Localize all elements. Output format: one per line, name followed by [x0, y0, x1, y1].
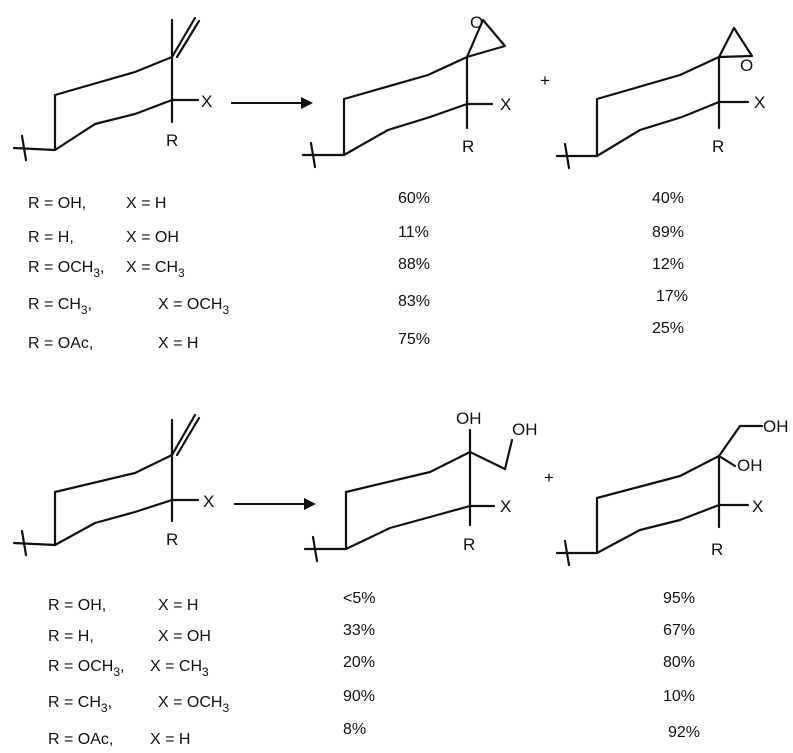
s2-product1-oh2-label: OH	[512, 420, 538, 439]
s1-row-pct1: 75%	[398, 331, 430, 348]
s1-row-r: R = OH,	[28, 195, 86, 212]
s2-row-1: R = H, X = OH 33% 67%	[48, 622, 695, 645]
s1-row-x: X = OH	[126, 229, 179, 246]
s1-row-pct1: 83%	[398, 293, 430, 310]
s2-product1-oh-label: OH	[456, 409, 482, 428]
s1-row-3: R = CH3, X = OCH3 83% 17%	[28, 288, 688, 317]
s1-plus-sign: +	[540, 71, 550, 90]
s1-row-4: R = OAc, X = H 75% 25%	[28, 320, 684, 352]
s1-row-r: R = OCH3,	[28, 259, 104, 280]
s2-product2-oh-label: OH	[763, 417, 789, 436]
s2-row-r: R = OCH3,	[48, 658, 124, 679]
s2-product2-r-label: R	[711, 540, 723, 559]
s1-reaction-arrow	[231, 97, 313, 109]
s1-row-2: R = OCH3, X = CH3 88% 12%	[28, 256, 684, 280]
scheme2: X R OH OH X R +	[12, 409, 789, 748]
s2-row-2: R = OCH3, X = CH3 20% 80%	[48, 654, 695, 679]
s1-product1-ring	[301, 18, 507, 169]
s1-row-1: R = H, X = OH 11% 89%	[28, 224, 684, 246]
s1-reactant-ring	[12, 16, 201, 162]
s2-product2-x-label: X	[752, 497, 763, 516]
s1-product1-x-label: X	[500, 95, 511, 114]
s1-row-x: X = H	[158, 335, 198, 352]
s1-row-r: R = H,	[28, 229, 74, 246]
s2-row-r: R = CH3,	[48, 694, 112, 715]
s2-row-pct2: 10%	[663, 688, 695, 705]
s2-row-pct1: 20%	[343, 654, 375, 671]
s1-product2-r-label: R	[712, 137, 724, 156]
s1-product2-ring	[555, 26, 754, 170]
s1-row-r: R = OAc,	[28, 335, 93, 352]
s2-row-r: R = OAc,	[48, 731, 113, 748]
s1-row-pct2: 17%	[656, 288, 688, 305]
s2-plus-sign: +	[544, 468, 554, 487]
s1-row-x: X = OCH3	[158, 296, 229, 317]
s2-row-pct2: 95%	[663, 590, 695, 607]
s1-row-0: R = OH, X = H 60% 40%	[28, 190, 684, 212]
s2-product2-oh2-label: OH	[737, 456, 763, 475]
s2-reactant-ring	[12, 413, 201, 557]
s1-reactant-r-label: R	[166, 131, 178, 150]
s2-row-x: X = CH3	[150, 658, 209, 679]
s1-row-x: X = CH3	[126, 259, 185, 280]
s2-row-pct1: 8%	[343, 721, 366, 738]
s2-row-4: R = OAc, X = H 8% 92%	[48, 721, 700, 748]
s2-row-pct2: 67%	[663, 622, 695, 639]
s1-row-pct2: 25%	[652, 320, 684, 337]
s1-row-pct2: 12%	[652, 256, 684, 273]
s1-row-x: X = H	[126, 195, 166, 212]
s1-product2-x-label: X	[754, 93, 765, 112]
s2-reactant-r-label: R	[166, 530, 178, 549]
s2-product1-ring	[303, 428, 514, 563]
s2-row-pct1: 33%	[343, 622, 375, 639]
s2-row-0: R = OH, X = H <5% 95%	[48, 590, 695, 614]
s2-row-x: X = OH	[158, 628, 211, 645]
s1-row-pct1: 60%	[398, 190, 430, 207]
s1-row-pct1: 11%	[398, 224, 429, 241]
s1-product1-o-label: O	[470, 13, 483, 32]
s2-product1-r-label: R	[463, 535, 475, 554]
s2-row-pct1: <5%	[343, 590, 375, 607]
s2-row-r: R = H,	[48, 628, 94, 645]
s2-reactant-x-label: X	[203, 492, 214, 511]
s1-row-r: R = CH3,	[28, 296, 92, 317]
s2-row-pct2: 80%	[663, 654, 695, 671]
s1-row-pct2: 40%	[652, 190, 684, 207]
s2-row-r: R = OH,	[48, 597, 106, 614]
s2-row-3: R = CH3, X = OCH3 90% 10%	[48, 688, 695, 715]
s1-row-pct2: 89%	[652, 224, 684, 241]
s2-row-x: X = H	[150, 731, 190, 748]
s2-product1-x-label: X	[500, 497, 511, 516]
scheme1: X R O X R + O X R	[12, 13, 765, 352]
s1-product1-r-label: R	[462, 137, 474, 156]
s2-row-x: X = H	[158, 597, 198, 614]
s2-row-pct2: 92%	[668, 724, 700, 741]
s2-product2-ring	[555, 424, 764, 567]
s2-reaction-arrow	[234, 498, 316, 510]
s2-row-x: X = OCH3	[158, 694, 229, 715]
s1-row-pct1: 88%	[398, 256, 430, 273]
s2-row-pct1: 90%	[343, 688, 375, 705]
s1-product2-o-label: O	[740, 56, 753, 75]
s1-reactant-x-label: X	[201, 92, 212, 111]
